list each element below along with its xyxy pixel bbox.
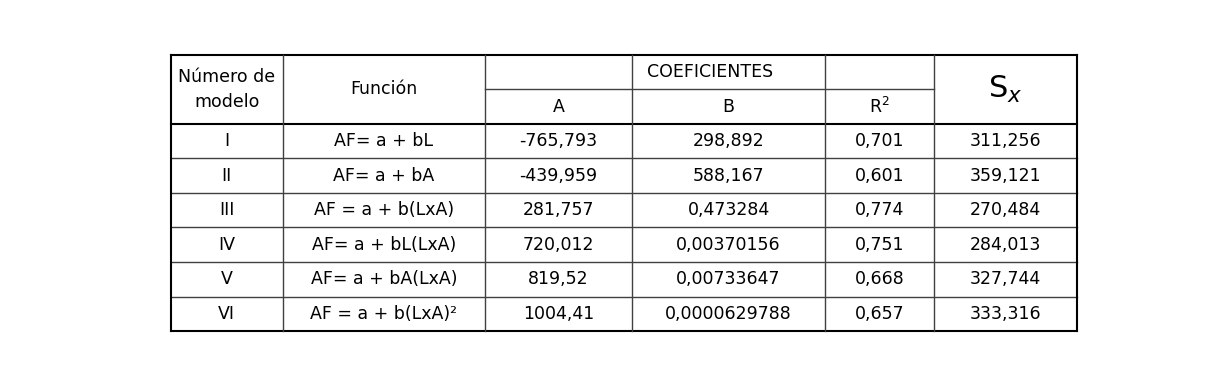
Text: 0,668: 0,668 (855, 270, 905, 288)
Text: 0,751: 0,751 (855, 236, 904, 254)
Text: 720,012: 720,012 (523, 236, 594, 254)
Text: 333,316: 333,316 (970, 305, 1041, 323)
Text: VI: VI (218, 305, 235, 323)
Text: AF= a + bL(LxA): AF= a + bL(LxA) (312, 236, 456, 254)
Text: Número de
modelo: Número de modelo (178, 68, 275, 111)
Text: III: III (219, 201, 235, 219)
Text: 1004,41: 1004,41 (523, 305, 594, 323)
Text: 0,774: 0,774 (855, 201, 904, 219)
Text: 0,701: 0,701 (855, 132, 904, 150)
Text: 0,473284: 0,473284 (687, 201, 770, 219)
Text: 0,657: 0,657 (855, 305, 905, 323)
Text: 0,00733647: 0,00733647 (676, 270, 781, 288)
Text: -439,959: -439,959 (520, 167, 598, 185)
Text: R$^2$: R$^2$ (870, 97, 890, 117)
Text: Función: Función (351, 80, 418, 98)
Text: AF = a + b(LxA)²: AF = a + b(LxA)² (311, 305, 458, 323)
Text: AF= a + bL: AF= a + bL (335, 132, 434, 150)
Text: 327,744: 327,744 (970, 270, 1041, 288)
Text: 0,00370156: 0,00370156 (676, 236, 781, 254)
Text: AF= a + bA: AF= a + bA (334, 167, 435, 185)
Text: 588,167: 588,167 (693, 167, 765, 185)
Text: 298,892: 298,892 (693, 132, 765, 150)
Text: COEFICIENTES: COEFICIENTES (647, 63, 772, 81)
Text: 284,013: 284,013 (970, 236, 1041, 254)
Text: V: V (220, 270, 233, 288)
Text: IV: IV (218, 236, 235, 254)
Text: -765,793: -765,793 (520, 132, 598, 150)
Text: 0,0000629788: 0,0000629788 (665, 305, 792, 323)
Text: AF = a + b(LxA): AF = a + b(LxA) (314, 201, 454, 219)
Text: 359,121: 359,121 (970, 167, 1041, 185)
Text: I: I (224, 132, 229, 150)
Text: B: B (722, 97, 734, 115)
Text: II: II (222, 167, 231, 185)
Text: A: A (553, 97, 565, 115)
Text: 311,256: 311,256 (970, 132, 1041, 150)
Text: 281,757: 281,757 (523, 201, 594, 219)
Text: 0,601: 0,601 (855, 167, 905, 185)
Text: 270,484: 270,484 (970, 201, 1041, 219)
Text: S$_x$: S$_x$ (988, 74, 1023, 105)
Text: 819,52: 819,52 (529, 270, 590, 288)
Text: AF= a + bA(LxA): AF= a + bA(LxA) (311, 270, 457, 288)
